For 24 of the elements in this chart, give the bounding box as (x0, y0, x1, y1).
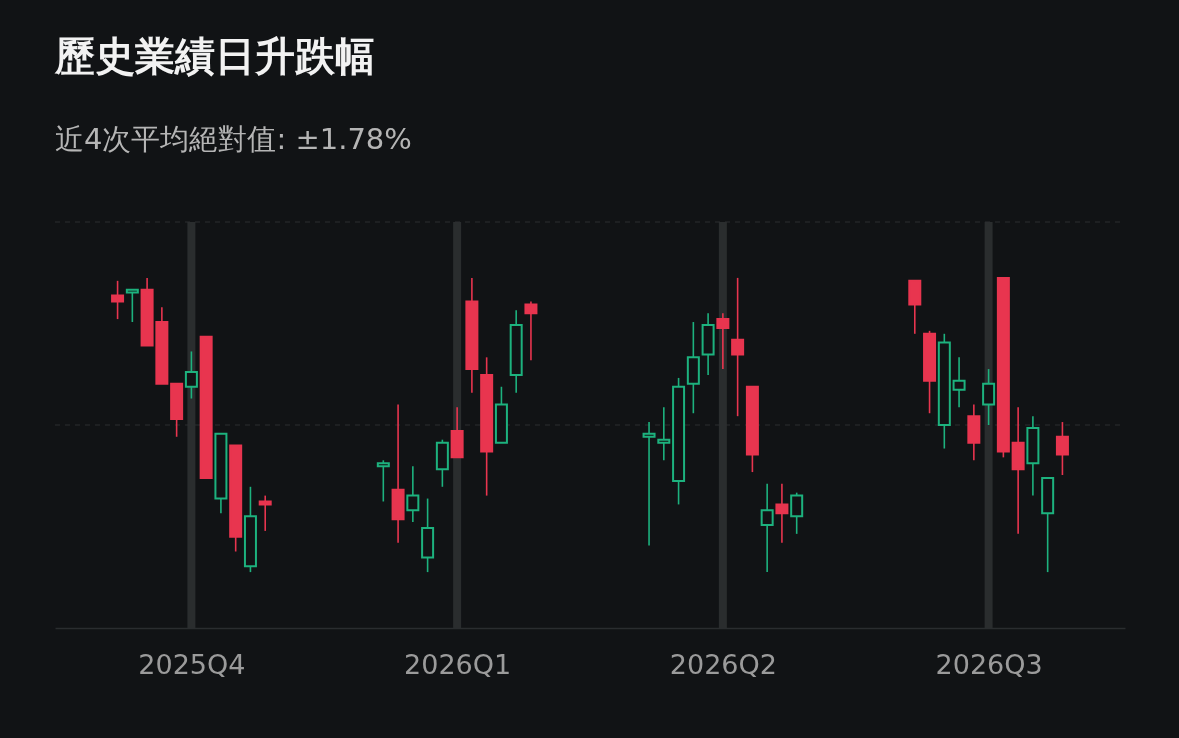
x-tick-label: 2026Q2 (669, 648, 777, 680)
candlestick (184, 350, 198, 400)
candlestick (524, 300, 538, 362)
chart-title: 歷史業績日升跌幅 (54, 33, 375, 79)
candlestick (1055, 421, 1069, 476)
candlestick (376, 459, 390, 503)
chart-subtitle: 近4次平均絕對值: ±1.78% (55, 122, 412, 156)
candlestick (716, 312, 730, 370)
candlestick (258, 494, 272, 532)
candlestick (775, 483, 789, 544)
candlestick (125, 288, 139, 323)
candlestick (790, 491, 804, 535)
x-tick-label: 2026Q1 (404, 648, 512, 680)
x-tick-label: 2025Q4 (138, 648, 246, 680)
candlestick (406, 465, 420, 523)
candlestick (952, 356, 966, 409)
candlestick (982, 368, 996, 426)
candlestick (908, 279, 922, 335)
candlestick (111, 280, 125, 320)
candlestick (642, 421, 656, 547)
x-tick-label: 2026Q3 (935, 648, 1043, 680)
candlestick (760, 483, 774, 573)
candlestick (731, 277, 745, 417)
candlestick (657, 406, 671, 462)
